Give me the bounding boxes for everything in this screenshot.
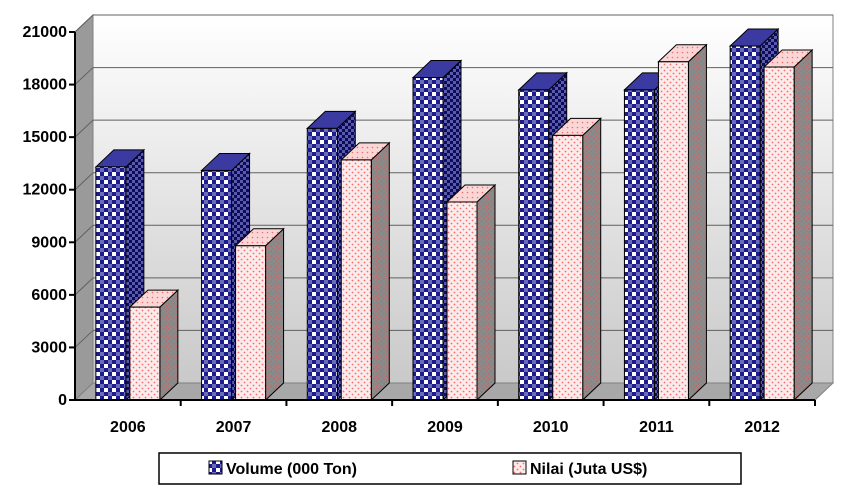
bar-volume-2006 <box>94 148 146 402</box>
bar-volume-2008-front <box>306 127 338 401</box>
bar-volume-2007-front <box>201 169 233 401</box>
bar-volume-2009-front <box>412 77 444 401</box>
bar-nilai-2010-side <box>582 117 602 402</box>
x-tick-label: 2009 <box>427 419 463 436</box>
bar-nilai-2008-side <box>370 141 390 402</box>
y-tick-label: 9000 <box>31 234 67 251</box>
legend-swatch-nilai <box>512 460 527 475</box>
bar-nilai-2009-side <box>476 183 496 402</box>
x-axis-ticks: 2006 2007 2008 2009 2010 2011 2012 <box>110 400 816 436</box>
bar-volume-2011-front <box>623 89 655 401</box>
x-tick-label: 2010 <box>533 419 569 436</box>
gridline-side <box>74 67 94 85</box>
bar-nilai-2007-front <box>235 245 267 401</box>
x-tick-label: 2012 <box>744 419 780 436</box>
legend: Volume (000 Ton) Nilai (Juta US$) <box>158 452 742 485</box>
y-tick-label: 3000 <box>31 339 67 356</box>
y-tick-label: 6000 <box>31 287 67 304</box>
legend-swatch-volume <box>208 460 223 475</box>
bar-nilai-2008-front <box>340 159 372 401</box>
x-tick-label: 2006 <box>110 419 146 436</box>
gridline-side <box>74 119 94 138</box>
legend-label-volume: Volume (000 Ton) <box>226 461 357 478</box>
gridline-side <box>74 224 94 243</box>
bar-nilai-2009-front <box>446 201 478 401</box>
y-tick-label: 21000 <box>23 24 68 41</box>
bar-volume-2006-front <box>95 166 127 401</box>
y-tick-label: 15000 <box>23 129 68 146</box>
bar-nilai-2011 <box>657 43 708 402</box>
bar-nilai-2007-side <box>265 227 285 402</box>
x-tick-label: 2008 <box>321 419 357 436</box>
bar-volume-2010-front <box>518 89 550 401</box>
bar-nilai-2012-side <box>793 48 813 402</box>
bar-nilai-2007 <box>234 227 285 402</box>
bar-nilai-2010 <box>551 117 602 402</box>
bar-nilai-2006-front <box>129 306 161 401</box>
gridline-side <box>74 330 94 348</box>
y-tick-label: 0 <box>58 392 67 409</box>
gridline-side <box>74 14 94 33</box>
y-tick-label: 18000 <box>23 77 68 94</box>
gridline-side <box>74 277 94 296</box>
bar-nilai-2006-side <box>159 288 179 402</box>
bar-nilai-2012-front <box>763 66 795 401</box>
y-axis-ticks: 0 3000 6000 9000 12000 15000 18000 21000 <box>23 24 75 409</box>
y-tick-label: 12000 <box>23 182 68 199</box>
bar-nilai-2009 <box>445 183 497 402</box>
bar-volume-2012-front <box>729 45 761 401</box>
bars <box>94 27 814 402</box>
gridline-side <box>74 172 94 191</box>
bar-nilai-2011-side <box>687 43 707 402</box>
bar-nilai-2006 <box>128 288 180 402</box>
side-wall <box>74 13 94 402</box>
legend-label-nilai: Nilai (Juta US$) <box>530 461 647 478</box>
bar-nilai-2012 <box>762 48 814 402</box>
x-tick-label: 2007 <box>216 419 252 436</box>
bar-nilai-2011-front <box>657 61 689 401</box>
bar-nilai-2008 <box>340 141 391 402</box>
legend-box <box>158 452 742 485</box>
bar-nilai-2010-front <box>552 134 584 401</box>
x-tick-label: 2011 <box>639 419 674 436</box>
